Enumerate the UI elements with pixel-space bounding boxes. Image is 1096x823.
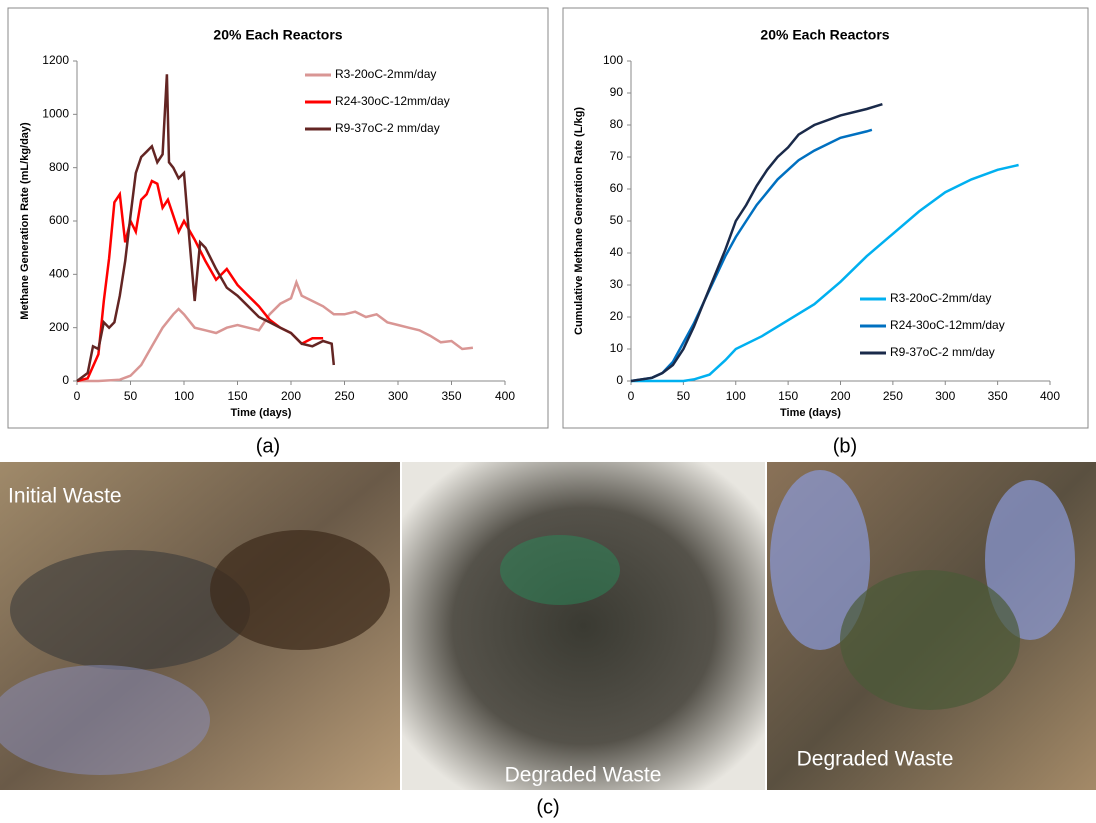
- y-tick-label: 90: [610, 85, 624, 99]
- photo-detail: [10, 550, 250, 670]
- x-tick-label: 300: [388, 389, 408, 403]
- y-tick-label: 0: [616, 373, 623, 387]
- y-axis-title: Cumulative Methane Generation Rate (L/kg…: [573, 107, 585, 335]
- x-tick-label: 100: [174, 389, 194, 403]
- y-tick-label: 100: [603, 53, 623, 67]
- panel-label: (b): [833, 435, 857, 457]
- photo-detail: [0, 665, 210, 775]
- x-tick-label: 50: [677, 389, 691, 403]
- legend-label: R3-20oC-2mm/day: [890, 291, 991, 305]
- y-tick-label: 40: [610, 245, 624, 259]
- y-tick-label: 10: [610, 341, 624, 355]
- y-tick-label: 30: [610, 277, 624, 291]
- y-tick-label: 80: [610, 117, 624, 131]
- photo-caption: Degraded Waste: [797, 748, 954, 771]
- x-tick-label: 0: [628, 389, 635, 403]
- photo-detail: [840, 570, 1020, 710]
- photo: [402, 462, 765, 790]
- y-tick-label: 60: [610, 181, 624, 195]
- x-axis-title: Time (days): [780, 407, 841, 419]
- legend-label: R24-30oC-12mm/day: [335, 94, 450, 108]
- legend-label: R9-37oC-2 mm/day: [335, 121, 440, 135]
- x-tick-label: 200: [281, 389, 301, 403]
- x-tick-label: 200: [830, 389, 850, 403]
- panel-label: (c): [536, 796, 559, 818]
- panel-label: (a): [256, 435, 280, 457]
- photo-caption: Degraded Waste: [505, 764, 662, 787]
- x-tick-label: 350: [441, 389, 461, 403]
- x-tick-label: 100: [726, 389, 746, 403]
- x-tick-label: 0: [74, 389, 81, 403]
- y-tick-label: 800: [49, 160, 69, 174]
- legend-label: R3-20oC-2mm/day: [335, 67, 436, 81]
- photo-detail: [500, 535, 620, 605]
- x-tick-label: 250: [883, 389, 903, 403]
- x-tick-label: 150: [778, 389, 798, 403]
- y-tick-label: 400: [49, 267, 69, 281]
- y-tick-label: 1200: [42, 53, 69, 67]
- x-tick-label: 400: [1040, 389, 1060, 403]
- legend-label: R9-37oC-2 mm/day: [890, 345, 995, 359]
- photo-detail: [210, 530, 390, 650]
- y-tick-label: 0: [62, 373, 69, 387]
- y-axis-title: Methane Generation Rate (mL/kg/day): [19, 122, 31, 320]
- x-tick-label: 300: [935, 389, 955, 403]
- y-tick-label: 20: [610, 309, 624, 323]
- chart-title: 20% Each Reactors: [760, 27, 889, 43]
- x-tick-label: 350: [988, 389, 1008, 403]
- x-axis-title: Time (days): [231, 407, 292, 419]
- y-tick-label: 70: [610, 149, 624, 163]
- y-tick-label: 50: [610, 213, 624, 227]
- x-tick-label: 50: [124, 389, 138, 403]
- x-tick-label: 250: [334, 389, 354, 403]
- y-tick-label: 1000: [42, 107, 69, 121]
- x-tick-label: 150: [227, 389, 247, 403]
- figure: 20% Each Reactors02004006008001000120005…: [0, 0, 1096, 823]
- photo-caption: Initial Waste: [8, 485, 122, 508]
- photos: [0, 462, 1096, 790]
- y-tick-label: 600: [49, 213, 69, 227]
- y-tick-label: 200: [49, 320, 69, 334]
- chart-title: 20% Each Reactors: [213, 27, 342, 43]
- legend-label: R24-30oC-12mm/day: [890, 318, 1005, 332]
- chart-frame: [563, 8, 1088, 428]
- x-tick-label: 400: [495, 389, 515, 403]
